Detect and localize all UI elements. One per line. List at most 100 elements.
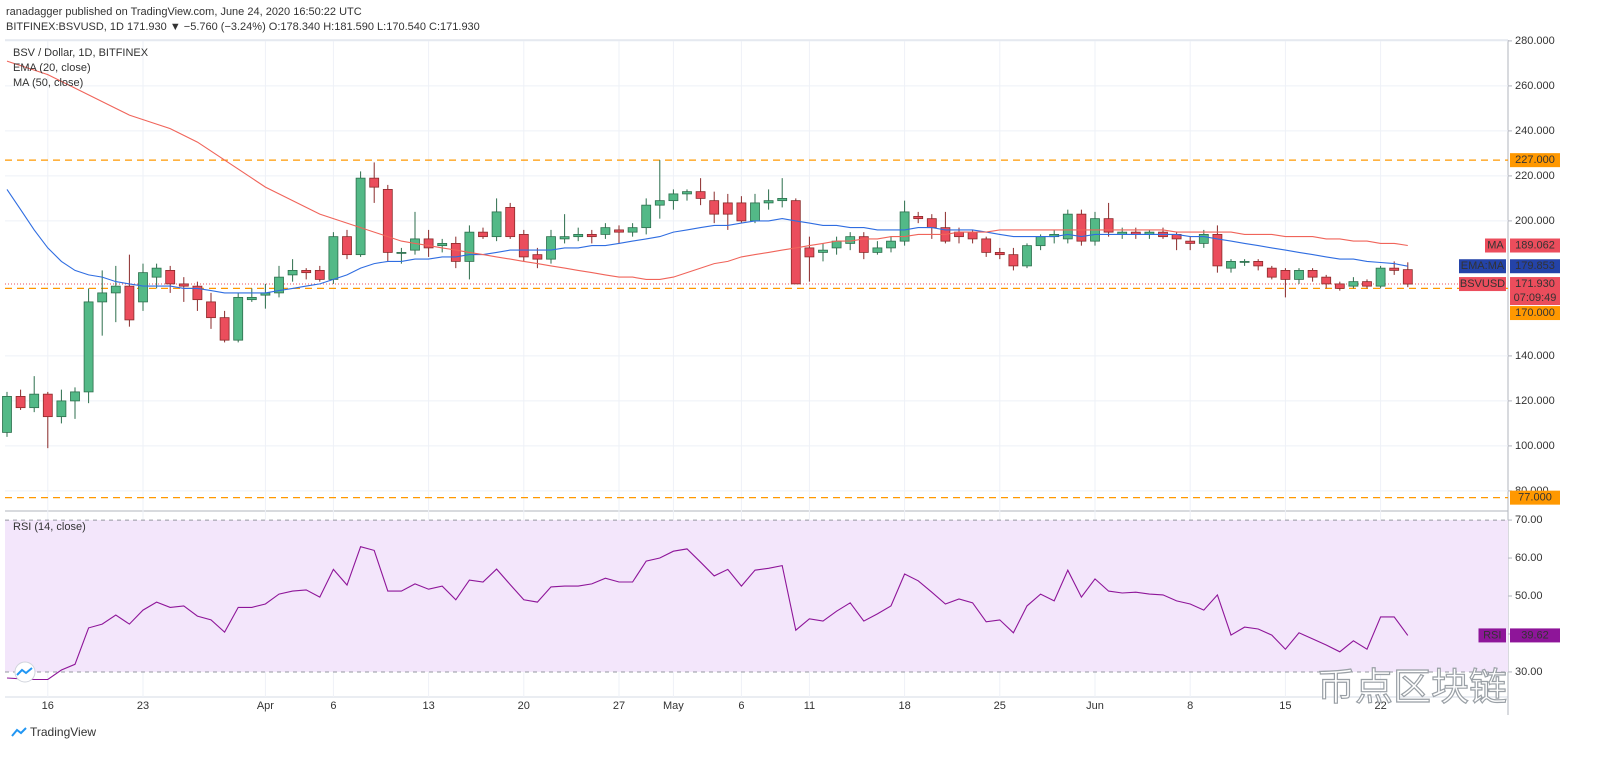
- indicator-line: [6, 189, 1408, 294]
- candle-body: [777, 197, 788, 202]
- candle-body: [518, 233, 529, 258]
- candle-body: [206, 301, 216, 319]
- indicator-line: [6, 60, 1408, 280]
- candle-body: [42, 393, 53, 418]
- candle-body: [233, 296, 244, 341]
- candle-body: [886, 240, 896, 249]
- candle-body: [314, 269, 325, 280]
- y-tick-label: 260.000: [1515, 80, 1555, 92]
- level-label: 170.000: [1515, 307, 1555, 319]
- price-name: BSVUSD: [1460, 278, 1505, 290]
- candle-body: [695, 191, 706, 199]
- candle-body: [1185, 240, 1196, 244]
- price-value: 171.930: [1515, 278, 1555, 290]
- candle-body: [763, 200, 774, 204]
- candle-body: [423, 238, 434, 249]
- candle-body: [627, 227, 638, 233]
- y-tick-label: 60.00: [1515, 552, 1543, 564]
- candle-body: [1307, 269, 1318, 278]
- price-name: EMA:MA: [1461, 260, 1505, 272]
- x-tick-label: 8: [1187, 700, 1193, 712]
- candle-body: [858, 236, 869, 253]
- candle-body: [56, 400, 67, 418]
- candle-body: [709, 200, 720, 215]
- price-value: 39.62: [1521, 629, 1549, 641]
- price-value-box: [1510, 277, 1560, 306]
- price-name: RSI: [1483, 629, 1501, 641]
- candle-body: [1321, 276, 1332, 285]
- candle-body: [1035, 236, 1046, 247]
- legend-entry: MA (50, close): [13, 77, 83, 89]
- candle-body: [301, 269, 312, 274]
- candle-body: [491, 211, 502, 238]
- candle-body: [614, 229, 624, 233]
- x-tick-label: Apr: [257, 700, 274, 712]
- candle-body: [1348, 281, 1359, 287]
- y-tick-label: 30.00: [1515, 666, 1543, 678]
- y-tick-label: 140.000: [1515, 350, 1555, 362]
- candle-body: [586, 233, 597, 238]
- price-name-box: [1459, 259, 1506, 274]
- candle-body: [967, 231, 978, 240]
- price-value-box: [1510, 259, 1560, 274]
- candle-body: [15, 395, 26, 409]
- candle-body: [29, 393, 40, 409]
- candle-body: [1266, 267, 1277, 278]
- candle-body: [151, 267, 162, 278]
- candle-body: [899, 211, 910, 242]
- candle-body: [981, 238, 992, 253]
- candle-body: [668, 193, 679, 202]
- candle-body: [342, 236, 352, 256]
- candle-body: [1212, 233, 1223, 267]
- price-name: MA: [1487, 239, 1504, 251]
- candle-body: [1334, 283, 1345, 289]
- candle-body: [573, 233, 584, 238]
- candle-body: [1362, 281, 1372, 287]
- candle-body: [369, 177, 380, 188]
- x-tick-label: 16: [42, 700, 54, 712]
- candle-body: [750, 202, 760, 222]
- publish-line: ranadagger published on TradingView.com,…: [6, 6, 362, 18]
- candle-body: [790, 200, 801, 285]
- price-value: 189.062: [1515, 239, 1555, 251]
- candle-body: [682, 191, 692, 195]
- candle-body: [138, 272, 148, 303]
- candle-body: [872, 247, 883, 253]
- candle-body: [178, 283, 189, 287]
- candle-body: [926, 218, 937, 229]
- y-tick-label: 120.000: [1515, 395, 1555, 407]
- candle-body: [1253, 260, 1264, 267]
- y-tick-label: 70.00: [1515, 514, 1543, 526]
- x-tick-label: 20: [518, 700, 530, 712]
- y-tick-label: 240.000: [1515, 125, 1555, 137]
- level-label: 227.000: [1515, 154, 1555, 166]
- candle-body: [736, 202, 747, 222]
- candle-body: [396, 251, 407, 254]
- footer-brand: TradingView: [30, 725, 96, 739]
- x-tick-label: 22: [1374, 700, 1386, 712]
- y-tick-label: 100.000: [1515, 440, 1555, 452]
- candle-body: [83, 301, 94, 393]
- candle-body: [1198, 233, 1209, 244]
- candle-body: [1226, 260, 1236, 269]
- logo-icon: [16, 667, 33, 676]
- candle-body: [219, 317, 230, 341]
- candle-body: [478, 231, 488, 238]
- candle-body: [70, 391, 80, 402]
- candle-body: [274, 276, 284, 294]
- y-tick-label: 200.000: [1515, 215, 1555, 227]
- candle-body: [192, 285, 203, 301]
- x-tick-label: 18: [898, 700, 910, 712]
- x-tick-label: 6: [330, 700, 336, 712]
- candle-body: [328, 236, 339, 280]
- candle-body: [124, 285, 135, 321]
- rsi-band: [5, 520, 1508, 672]
- candle-body: [1402, 269, 1413, 285]
- candle-body: [600, 227, 611, 235]
- legend-entry: EMA (20, close): [13, 62, 91, 74]
- price-name-box: [1485, 238, 1506, 253]
- price-value-box: [1510, 628, 1560, 643]
- candle-body: [464, 231, 475, 262]
- candle-body: [1022, 245, 1032, 267]
